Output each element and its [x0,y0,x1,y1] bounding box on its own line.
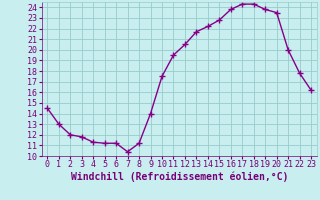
X-axis label: Windchill (Refroidissement éolien,°C): Windchill (Refroidissement éolien,°C) [70,172,288,182]
